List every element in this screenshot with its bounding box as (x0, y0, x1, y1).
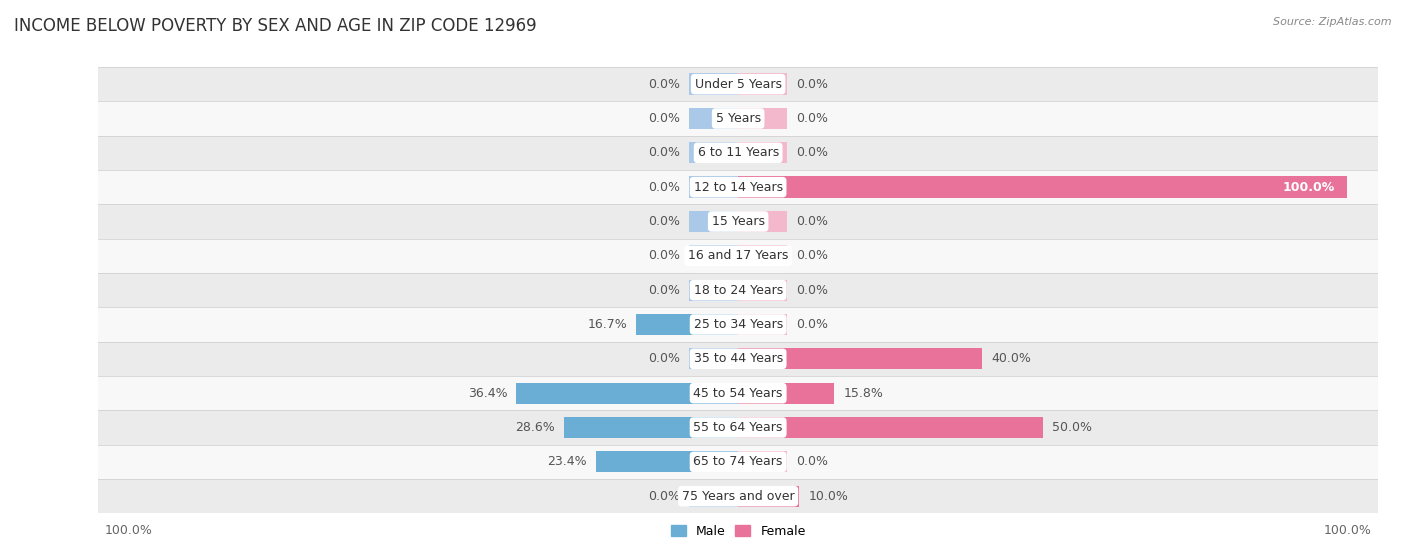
Bar (98, 136, 1378, 170)
Bar (738, 314, 787, 335)
Bar (516, 383, 738, 404)
Bar (738, 348, 981, 369)
Text: 0.0%: 0.0% (648, 112, 681, 125)
Bar (564, 417, 738, 438)
Text: 12 to 14 Years: 12 to 14 Years (693, 181, 783, 194)
Bar (98, 410, 1378, 445)
Text: 0.0%: 0.0% (648, 78, 681, 90)
Text: 16.7%: 16.7% (588, 318, 627, 331)
Bar (738, 485, 799, 507)
Text: 15.8%: 15.8% (844, 387, 883, 400)
Bar (637, 314, 738, 335)
Bar (689, 176, 738, 198)
Text: 6 to 11 Years: 6 to 11 Years (697, 146, 779, 159)
Text: 36.4%: 36.4% (468, 387, 508, 400)
Text: 0.0%: 0.0% (796, 318, 828, 331)
Bar (596, 451, 738, 473)
Bar (689, 245, 738, 267)
Text: 5 Years: 5 Years (716, 112, 761, 125)
Bar (689, 280, 738, 301)
Text: 0.0%: 0.0% (796, 455, 828, 468)
Bar (738, 383, 834, 404)
Bar (98, 204, 1378, 239)
Text: 0.0%: 0.0% (796, 215, 828, 228)
Text: 75 Years and over: 75 Years and over (682, 490, 794, 503)
Bar (98, 479, 1378, 513)
Text: 50.0%: 50.0% (1052, 421, 1092, 434)
Text: 16 and 17 Years: 16 and 17 Years (688, 249, 789, 262)
Bar (738, 74, 787, 95)
Bar (738, 245, 787, 267)
Bar (98, 102, 1378, 136)
Bar (689, 74, 738, 95)
Text: Source: ZipAtlas.com: Source: ZipAtlas.com (1274, 17, 1392, 27)
Text: 18 to 24 Years: 18 to 24 Years (693, 283, 783, 297)
Bar (689, 348, 738, 369)
Bar (98, 239, 1378, 273)
Text: Under 5 Years: Under 5 Years (695, 78, 782, 90)
Text: 35 to 44 Years: 35 to 44 Years (693, 352, 783, 365)
Bar (738, 451, 787, 473)
Text: 65 to 74 Years: 65 to 74 Years (693, 455, 783, 468)
Text: 15 Years: 15 Years (711, 215, 765, 228)
Bar (689, 108, 738, 129)
Bar (738, 417, 1043, 438)
Text: 0.0%: 0.0% (648, 490, 681, 503)
Text: 0.0%: 0.0% (648, 249, 681, 262)
Bar (98, 445, 1378, 479)
Text: 0.0%: 0.0% (648, 181, 681, 194)
Bar (689, 211, 738, 232)
Bar (98, 170, 1378, 204)
Bar (738, 108, 787, 129)
Text: 0.0%: 0.0% (648, 146, 681, 159)
Text: 0.0%: 0.0% (648, 215, 681, 228)
Text: 23.4%: 23.4% (547, 455, 586, 468)
Bar (738, 176, 1347, 198)
Bar (738, 211, 787, 232)
Text: 100.0%: 100.0% (1284, 181, 1336, 194)
Bar (98, 341, 1378, 376)
Bar (738, 280, 787, 301)
Bar (98, 273, 1378, 307)
Bar (98, 67, 1378, 102)
Text: 0.0%: 0.0% (796, 249, 828, 262)
Bar (98, 307, 1378, 341)
Text: 0.0%: 0.0% (796, 146, 828, 159)
Text: 28.6%: 28.6% (515, 421, 555, 434)
Text: 0.0%: 0.0% (796, 78, 828, 90)
Bar (689, 142, 738, 163)
Text: 45 to 54 Years: 45 to 54 Years (693, 387, 783, 400)
Text: 0.0%: 0.0% (648, 283, 681, 297)
Bar (738, 142, 787, 163)
Text: 0.0%: 0.0% (796, 283, 828, 297)
Text: 25 to 34 Years: 25 to 34 Years (693, 318, 783, 331)
Text: 40.0%: 40.0% (991, 352, 1031, 365)
Text: 10.0%: 10.0% (808, 490, 848, 503)
Bar (689, 485, 738, 507)
Text: 55 to 64 Years: 55 to 64 Years (693, 421, 783, 434)
Text: 0.0%: 0.0% (796, 112, 828, 125)
Bar (98, 376, 1378, 410)
Text: 0.0%: 0.0% (648, 352, 681, 365)
Legend: Male, Female: Male, Female (665, 520, 811, 543)
Text: INCOME BELOW POVERTY BY SEX AND AGE IN ZIP CODE 12969: INCOME BELOW POVERTY BY SEX AND AGE IN Z… (14, 17, 537, 35)
